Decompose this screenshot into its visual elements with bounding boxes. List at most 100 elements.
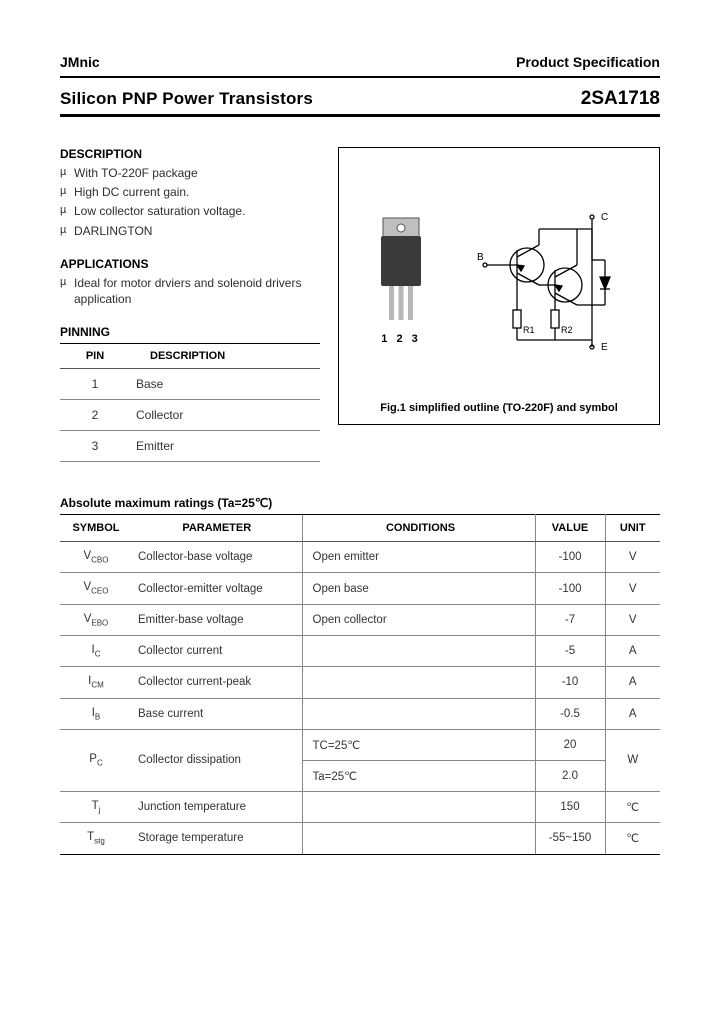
rating-parameter: Emitter-base voltage xyxy=(132,604,302,635)
col-parameter: PARAMETER xyxy=(132,515,302,542)
application-item: Ideal for motor drviers and solenoid dri… xyxy=(60,275,320,307)
rating-condition: TC=25℃ xyxy=(302,729,535,760)
description-list: With TO-220F package High DC current gain… xyxy=(60,165,320,239)
rating-condition xyxy=(302,636,535,667)
svg-text:R1: R1 xyxy=(523,325,535,335)
table-row: 3Emitter xyxy=(60,431,320,462)
ratings-table: SYMBOL PARAMETER CONDITIONS VALUE UNIT V… xyxy=(60,514,660,854)
rating-value: -10 xyxy=(535,667,605,698)
pinning-col-desc: DESCRIPTION xyxy=(130,344,320,369)
description-item: High DC current gain. xyxy=(60,184,320,200)
figure-caption: Fig.1 simplified outline (TO-220F) and s… xyxy=(351,402,647,414)
pinning-heading: PINNING xyxy=(60,325,320,339)
rating-parameter: Base current xyxy=(132,698,302,729)
part-number: 2SA1718 xyxy=(581,88,660,110)
description-item: DARLINGTON xyxy=(60,223,320,239)
pin-desc: Emitter xyxy=(130,431,320,462)
rating-condition xyxy=(302,791,535,822)
applications-heading: APPLICATIONS xyxy=(60,257,320,271)
table-row: TstgStorage temperature -55~150℃ xyxy=(60,823,660,854)
table-row: 1Base xyxy=(60,369,320,400)
product-spec-label: Product Specification xyxy=(516,54,660,70)
rating-unit: V xyxy=(605,604,660,635)
to220f-icon xyxy=(371,216,431,326)
rating-symbol: Tj xyxy=(60,791,132,822)
table-row: ICMCollector current-peak -10A xyxy=(60,667,660,698)
svg-text:C: C xyxy=(601,212,608,223)
description-item: With TO-220F package xyxy=(60,165,320,181)
rating-unit: A xyxy=(605,636,660,667)
table-row: ICCollector current -5A xyxy=(60,636,660,667)
rating-parameter: Collector-emitter voltage xyxy=(132,573,302,604)
col-conditions: CONDITIONS xyxy=(302,515,535,542)
rating-condition xyxy=(302,698,535,729)
pinning-table: PIN DESCRIPTION 1Base2Collector3Emitter xyxy=(60,343,320,462)
col-symbol: SYMBOL xyxy=(60,515,132,542)
table-row: VEBOEmitter-base voltageOpen collector-7… xyxy=(60,604,660,635)
rating-symbol: Tstg xyxy=(60,823,132,854)
table-row: 2Collector xyxy=(60,400,320,431)
figure-box: 1 2 3 C B xyxy=(338,147,660,425)
rating-unit: W xyxy=(605,729,660,791)
rating-parameter: Collector-base voltage xyxy=(132,542,302,573)
col-value: VALUE xyxy=(535,515,605,542)
rating-value: -7 xyxy=(535,604,605,635)
svg-text:B: B xyxy=(477,252,484,263)
pin-numbers: 1 2 3 xyxy=(371,333,431,345)
figure-body: 1 2 3 C B xyxy=(351,166,647,394)
table-row: IBBase current-0.5A xyxy=(60,698,660,729)
rating-condition: Ta=25℃ xyxy=(302,760,535,791)
page-title: Silicon PNP Power Transistors xyxy=(60,89,313,109)
svg-text:E: E xyxy=(601,342,608,353)
pin-num: 3 xyxy=(60,431,130,462)
rating-value: -55~150 xyxy=(535,823,605,854)
rating-value: -0.5 xyxy=(535,698,605,729)
description-heading: DESCRIPTION xyxy=(60,147,320,161)
darlington-symbol-icon: C B xyxy=(477,205,627,355)
pin-desc: Collector xyxy=(130,400,320,431)
rating-parameter: Collector dissipation xyxy=(132,729,302,791)
col-unit: UNIT xyxy=(605,515,660,542)
rating-condition xyxy=(302,667,535,698)
rating-condition: Open emitter xyxy=(302,542,535,573)
rating-symbol: ICM xyxy=(60,667,132,698)
rating-value: -100 xyxy=(535,542,605,573)
rating-unit: ℃ xyxy=(605,791,660,822)
rating-condition xyxy=(302,823,535,854)
rating-symbol: VCEO xyxy=(60,573,132,604)
rating-value: 20 xyxy=(535,729,605,760)
rating-condition: Open base xyxy=(302,573,535,604)
package-drawing: 1 2 3 xyxy=(371,216,431,345)
rating-value: 150 xyxy=(535,791,605,822)
header-row: JMnic Product Specification xyxy=(60,54,660,70)
rating-symbol: VCBO xyxy=(60,542,132,573)
rating-condition: Open collector xyxy=(302,604,535,635)
table-row: VCEOCollector-emitter voltageOpen base-1… xyxy=(60,573,660,604)
divider xyxy=(60,114,660,117)
rating-unit: V xyxy=(605,573,660,604)
table-row: TjJunction temperature150℃ xyxy=(60,791,660,822)
rating-symbol: PC xyxy=(60,729,132,791)
rating-value: -5 xyxy=(535,636,605,667)
rating-unit: V xyxy=(605,542,660,573)
applications-list: Ideal for motor drviers and solenoid dri… xyxy=(60,275,320,307)
pin-num: 1 xyxy=(60,369,130,400)
rating-unit: ℃ xyxy=(605,823,660,854)
brand: JMnic xyxy=(60,54,100,70)
rating-unit: A xyxy=(605,667,660,698)
rating-unit: A xyxy=(605,698,660,729)
description-item: Low collector saturation voltage. xyxy=(60,203,320,219)
upper-section: DESCRIPTION With TO-220F package High DC … xyxy=(60,147,660,462)
table-row: VCBOCollector-base voltageOpen emitter-1… xyxy=(60,542,660,573)
divider xyxy=(60,76,660,78)
rating-symbol: IC xyxy=(60,636,132,667)
title-row: Silicon PNP Power Transistors 2SA1718 xyxy=(60,88,660,110)
pinning-col-pin: PIN xyxy=(60,344,130,369)
rating-parameter: Collector current xyxy=(132,636,302,667)
rating-value: 2.0 xyxy=(535,760,605,791)
rating-parameter: Collector current-peak xyxy=(132,667,302,698)
pin-num: 2 xyxy=(60,400,130,431)
rating-parameter: Storage temperature xyxy=(132,823,302,854)
left-column: DESCRIPTION With TO-220F package High DC … xyxy=(60,147,320,462)
svg-text:R2: R2 xyxy=(561,325,573,335)
